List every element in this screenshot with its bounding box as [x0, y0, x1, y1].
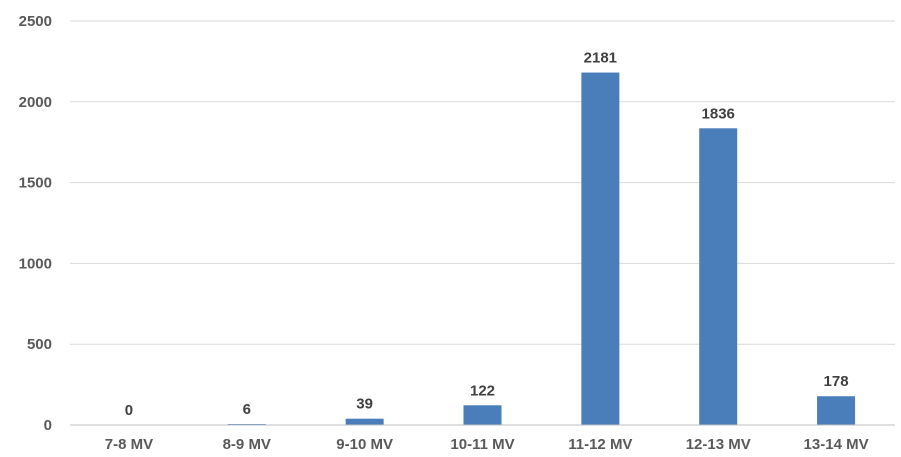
- bar: [699, 128, 738, 425]
- data-label: 6: [243, 401, 251, 418]
- x-tick-label: 10-11 MV: [450, 436, 514, 453]
- x-axis: 7-8 MV 8-9 MV 9-10 MV 10-11 MV 11-12 MV 12-13…: [70, 424, 895, 453]
- x-tick-label: 7-8 MV: [105, 436, 153, 453]
- bar: [463, 405, 502, 425]
- y-tick-label: 0: [44, 417, 52, 434]
- y-tick-label: 2500: [19, 13, 52, 30]
- x-tick-label: 13-14 MV: [804, 436, 869, 453]
- data-label: 178: [824, 373, 849, 390]
- bar: [345, 418, 384, 425]
- y-tick-label: 1500: [19, 175, 52, 192]
- x-tick-label: 12-13 MV: [686, 436, 751, 453]
- bar: [581, 72, 620, 425]
- data-label: 2181: [584, 50, 617, 67]
- y-axis: 0 500 1000 1500 2000 2500: [19, 13, 52, 434]
- data-label: 39: [356, 396, 373, 413]
- y-tick-label: 500: [27, 336, 52, 353]
- y-tick-label: 1000: [19, 255, 52, 272]
- bars: 0 6 39 122 2181 1836 178: [125, 50, 856, 425]
- data-label: 122: [470, 382, 495, 399]
- gridlines: [70, 20, 895, 345]
- x-tick-label: 11-12 MV: [568, 436, 632, 453]
- x-tick-label: 9-10 MV: [336, 436, 393, 453]
- x-tick-label: 8-9 MV: [223, 436, 271, 453]
- y-tick-label: 2000: [19, 94, 52, 111]
- data-label: 0: [125, 402, 133, 419]
- data-label: 1836: [702, 105, 735, 122]
- bar: [817, 396, 856, 425]
